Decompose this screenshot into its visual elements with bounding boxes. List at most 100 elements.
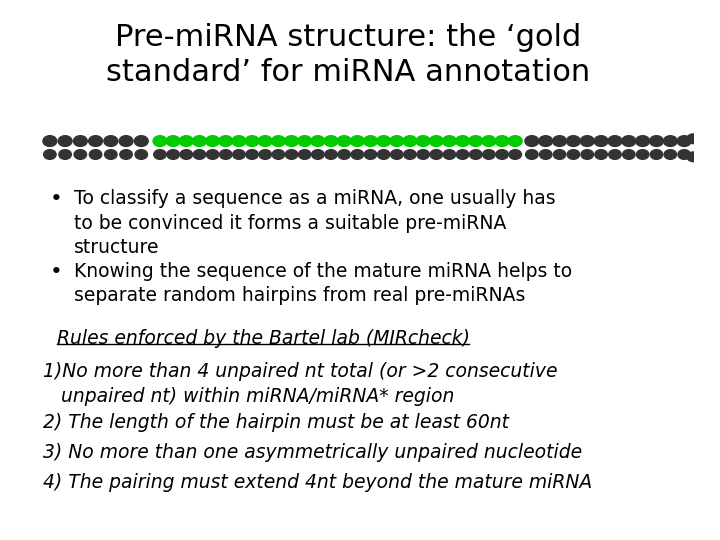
Circle shape <box>135 150 148 159</box>
Circle shape <box>59 150 71 159</box>
Text: •: • <box>50 190 63 210</box>
Circle shape <box>663 136 678 146</box>
Circle shape <box>525 136 539 146</box>
Circle shape <box>338 150 351 159</box>
Circle shape <box>623 150 635 159</box>
Circle shape <box>636 136 649 146</box>
Circle shape <box>622 136 636 146</box>
Circle shape <box>233 150 245 159</box>
Circle shape <box>696 132 708 141</box>
Circle shape <box>153 136 167 146</box>
Circle shape <box>43 136 57 146</box>
Circle shape <box>469 150 482 159</box>
Circle shape <box>678 150 690 159</box>
Circle shape <box>430 150 443 159</box>
Text: 4) The pairing must extend 4nt beyond the mature miRNA: 4) The pairing must extend 4nt beyond th… <box>43 473 592 492</box>
Circle shape <box>135 136 148 146</box>
Text: 2) The length of the hairpin must be at least 60nt: 2) The length of the hairpin must be at … <box>43 414 509 433</box>
Circle shape <box>509 150 521 159</box>
Text: Pre-miRNA structure: the ‘gold
standard’ for miRNA annotation: Pre-miRNA structure: the ‘gold standard’… <box>106 23 590 86</box>
Circle shape <box>179 136 193 146</box>
Circle shape <box>594 136 608 146</box>
Circle shape <box>650 150 662 159</box>
Circle shape <box>89 136 102 146</box>
Circle shape <box>678 136 691 146</box>
Circle shape <box>220 150 232 159</box>
Circle shape <box>390 136 404 146</box>
Circle shape <box>696 154 708 164</box>
Text: 3) No more than one asymmetrically unpaired nucleotide: 3) No more than one asymmetrically unpai… <box>43 443 582 462</box>
Circle shape <box>595 150 607 159</box>
Circle shape <box>299 150 311 159</box>
Circle shape <box>167 150 179 159</box>
Circle shape <box>403 136 417 146</box>
Circle shape <box>73 136 87 146</box>
Circle shape <box>219 136 233 146</box>
Circle shape <box>311 136 325 146</box>
Circle shape <box>581 150 593 159</box>
Circle shape <box>649 136 663 146</box>
Circle shape <box>580 136 594 146</box>
Circle shape <box>553 150 566 159</box>
Circle shape <box>567 150 580 159</box>
Circle shape <box>664 150 677 159</box>
Circle shape <box>377 150 390 159</box>
Circle shape <box>207 150 219 159</box>
Circle shape <box>416 136 430 146</box>
Circle shape <box>245 136 259 146</box>
Circle shape <box>608 150 621 159</box>
Circle shape <box>246 150 258 159</box>
Circle shape <box>351 136 364 146</box>
Circle shape <box>687 134 699 144</box>
Circle shape <box>119 136 133 146</box>
Circle shape <box>482 136 496 146</box>
Circle shape <box>469 136 482 146</box>
Text: 1)No more than 4 unpaired nt total (or >2 consecutive
   unpaired nt) within miR: 1)No more than 4 unpaired nt total (or >… <box>43 362 557 406</box>
Circle shape <box>337 136 351 146</box>
Circle shape <box>526 150 538 159</box>
Circle shape <box>404 150 416 159</box>
Circle shape <box>429 136 444 146</box>
Circle shape <box>104 150 117 159</box>
Circle shape <box>687 152 699 161</box>
Circle shape <box>166 136 180 146</box>
Circle shape <box>456 150 469 159</box>
Circle shape <box>351 150 364 159</box>
Text: Knowing the sequence of the mature miRNA helps to
separate random hairpins from : Knowing the sequence of the mature miRNA… <box>74 262 572 305</box>
Circle shape <box>271 136 285 146</box>
Circle shape <box>443 136 456 146</box>
Circle shape <box>508 136 522 146</box>
Circle shape <box>58 136 72 146</box>
Circle shape <box>272 150 284 159</box>
Circle shape <box>608 136 622 146</box>
Circle shape <box>120 150 132 159</box>
Circle shape <box>259 150 271 159</box>
Circle shape <box>285 150 298 159</box>
Text: Rules enforced by the Bartel lab (MIRcheck): Rules enforced by the Bartel lab (MIRche… <box>57 329 469 348</box>
Circle shape <box>206 136 220 146</box>
Circle shape <box>180 150 192 159</box>
Circle shape <box>298 136 312 146</box>
Circle shape <box>390 150 403 159</box>
Circle shape <box>364 150 377 159</box>
Circle shape <box>705 129 717 139</box>
Circle shape <box>232 136 246 146</box>
Circle shape <box>539 136 553 146</box>
Circle shape <box>258 136 272 146</box>
Circle shape <box>364 136 377 146</box>
Circle shape <box>74 150 86 159</box>
Circle shape <box>154 150 166 159</box>
Circle shape <box>193 150 206 159</box>
Circle shape <box>705 157 717 166</box>
Circle shape <box>104 136 118 146</box>
Circle shape <box>444 150 456 159</box>
Circle shape <box>553 136 567 146</box>
Circle shape <box>192 136 207 146</box>
Circle shape <box>495 136 509 146</box>
Circle shape <box>567 136 580 146</box>
Circle shape <box>496 150 508 159</box>
Circle shape <box>324 136 338 146</box>
Circle shape <box>417 150 429 159</box>
Circle shape <box>482 150 495 159</box>
Circle shape <box>325 150 337 159</box>
